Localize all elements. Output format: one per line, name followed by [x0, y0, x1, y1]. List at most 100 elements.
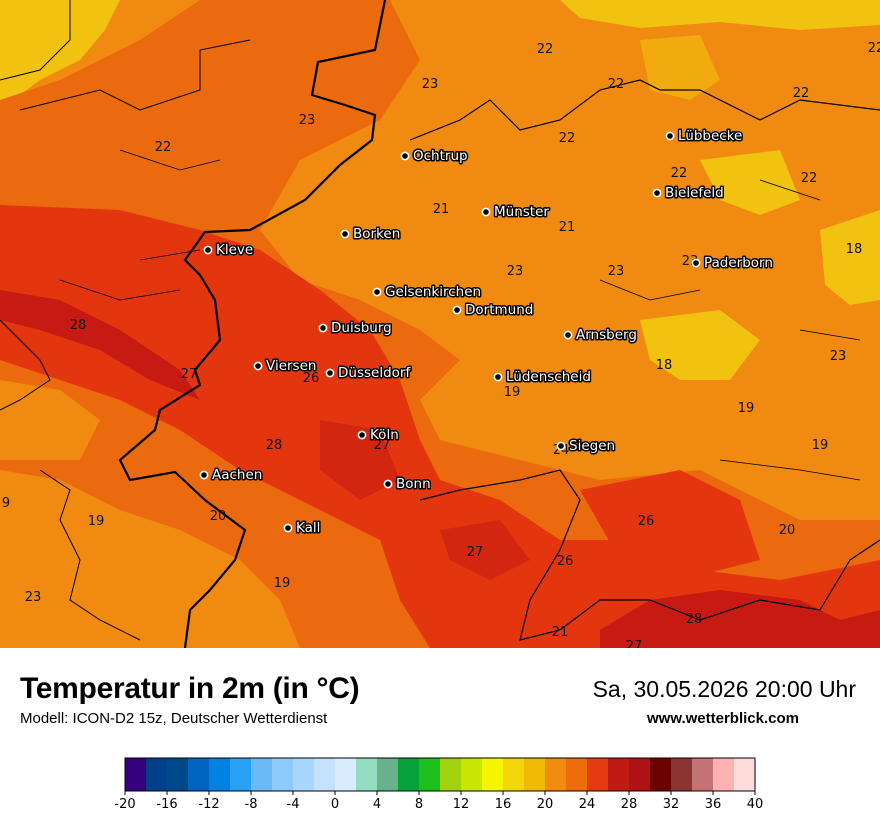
- legend-frame: [124, 757, 756, 792]
- city-dot: [691, 258, 701, 268]
- city-ochtrup[interactable]: Ochtrup: [400, 147, 469, 166]
- legend-tick-label: -4: [287, 797, 300, 812]
- temperature-zone-redorange: [0, 205, 880, 648]
- city-label: Münster: [494, 204, 549, 220]
- city-markers: Ochtrup Lübbecke Bielefeld Münster Borken Kle…: [199, 127, 774, 538]
- legend-tick-label: 4: [373, 797, 381, 812]
- temperature-zone-yellow-north: [560, 0, 880, 30]
- website-link[interactable]: www.wetterblick.com: [647, 710, 799, 727]
- city-lübbecke[interactable]: Lübbecke: [665, 127, 744, 146]
- temperature-value-label: 21: [552, 625, 569, 640]
- city-label: Aachen: [212, 467, 262, 483]
- legend-swatch: [692, 758, 714, 791]
- legend-swatch: [335, 758, 357, 791]
- city-dot: [452, 305, 462, 315]
- legend-tick-label: 36: [705, 797, 722, 812]
- temperature-value-label: 18: [846, 242, 863, 257]
- city-label: Paderborn: [704, 255, 773, 271]
- temperature-value-label: 28: [70, 318, 87, 333]
- national-border: [118, 0, 387, 648]
- legend-swatch: [167, 758, 189, 791]
- legend-swatch: [608, 758, 630, 791]
- city-lüdenscheid[interactable]: Lüdenscheid: [493, 368, 592, 387]
- city-bonn[interactable]: Bonn: [383, 475, 432, 494]
- legend-swatch: [188, 758, 210, 791]
- temperature-value-label: 22: [868, 41, 880, 56]
- legend-swatch: [713, 758, 735, 791]
- temperature-value-label: 23: [299, 113, 316, 128]
- city-köln[interactable]: Köln: [357, 426, 400, 445]
- legend-swatch: [650, 758, 672, 791]
- border-belgium: [0, 319, 141, 641]
- temperature-value-label: 22: [537, 42, 554, 57]
- temperature-value-label: 23: [25, 590, 42, 605]
- city-dortmund[interactable]: Dortmund: [452, 301, 535, 320]
- legend-swatch: [230, 758, 252, 791]
- border-inner: [59, 149, 861, 481]
- map-title: Temperatur in 2m (in °C): [20, 672, 360, 705]
- city-label: Düsseldorf: [338, 365, 411, 381]
- legend-swatch: [671, 758, 693, 791]
- temperature-value-label: 26: [638, 514, 655, 529]
- city-dot: [383, 479, 393, 489]
- city-siegen[interactable]: Siegen: [556, 437, 617, 456]
- city-label: Bielefeld: [665, 185, 724, 201]
- city-dot: [283, 523, 293, 533]
- legend-swatch: [272, 758, 294, 791]
- city-dot: [665, 131, 675, 141]
- footer: Temperatur in 2m (in °C) Modell: ICON-D2…: [0, 648, 880, 830]
- value-labels: 22 22 22 23 23 22 22 22 22 22 21 21 23 23 23 18 28 23 27 26…: [2, 41, 880, 648]
- city-label: Viersen: [266, 358, 316, 374]
- state-border-south: [419, 469, 880, 641]
- legend-tick-label: 20: [537, 797, 554, 812]
- city-dot: [400, 151, 410, 161]
- temperature-value-label: 27: [467, 545, 484, 560]
- city-label: Borken: [353, 226, 400, 242]
- city-label: Arnsberg: [576, 327, 637, 343]
- border-netherlands: [0, 0, 251, 111]
- temperature-zone-red-cologne: [320, 420, 400, 500]
- temperature-value-label: 22: [801, 171, 818, 186]
- legend-swatch: [587, 758, 609, 791]
- legend-swatch: [146, 758, 168, 791]
- temperature-zone-redorange-south: [580, 470, 760, 575]
- legend-swatch: [482, 758, 504, 791]
- legend-swatch: [503, 758, 525, 791]
- city-aachen[interactable]: Aachen: [199, 466, 264, 485]
- legend-tick-label: -12: [198, 797, 219, 812]
- temperature-map[interactable]: 22 22 22 23 23 22 22 22 22 22 21 21 23 23 23 18 28 23 27 26…: [0, 0, 880, 648]
- legend-tick-label: -20: [114, 797, 135, 812]
- legend-swatch: [461, 758, 483, 791]
- city-dot: [556, 441, 566, 451]
- city-dot: [563, 330, 573, 340]
- temperature-zone-darkorange-north: [0, 130, 230, 215]
- city-gelsenkirchen[interactable]: Gelsenkirchen: [372, 283, 483, 302]
- city-kleve[interactable]: Kleve: [203, 241, 255, 260]
- city-arnsberg[interactable]: Arnsberg: [563, 326, 638, 345]
- legend-swatch: [524, 758, 546, 791]
- temperature-value-label: 9: [2, 496, 10, 511]
- city-label: Dortmund: [465, 302, 533, 318]
- city-duisburg[interactable]: Duisburg: [318, 319, 393, 338]
- city-dot: [325, 368, 335, 378]
- city-dot: [357, 430, 367, 440]
- temperature-value-label: 22: [671, 166, 688, 181]
- city-münster[interactable]: Münster: [481, 203, 551, 222]
- city-bielefeld[interactable]: Bielefeld: [652, 184, 725, 203]
- city-düsseldorf[interactable]: Düsseldorf: [325, 364, 413, 383]
- temperature-zone-yellow-east2: [700, 150, 800, 215]
- state-border-east: [409, 79, 880, 141]
- temperature-value-label: 23: [830, 349, 847, 364]
- legend-tick-label: -16: [156, 797, 177, 812]
- city-viersen[interactable]: Viersen: [253, 357, 318, 376]
- city-kall[interactable]: Kall: [283, 519, 322, 538]
- temperature-value-label: 23: [422, 77, 439, 92]
- temperature-value-label: 19: [738, 401, 755, 416]
- temperature-zone-yellow-east: [820, 210, 880, 305]
- city-paderborn[interactable]: Paderborn: [691, 254, 774, 273]
- city-borken[interactable]: Borken: [340, 225, 402, 244]
- legend-swatch: [545, 758, 567, 791]
- legend-swatch: [566, 758, 588, 791]
- temperature-value-label: 23: [507, 264, 524, 279]
- model-subtitle: Modell: ICON-D2 15z, Deutscher Wetterdie…: [20, 710, 328, 727]
